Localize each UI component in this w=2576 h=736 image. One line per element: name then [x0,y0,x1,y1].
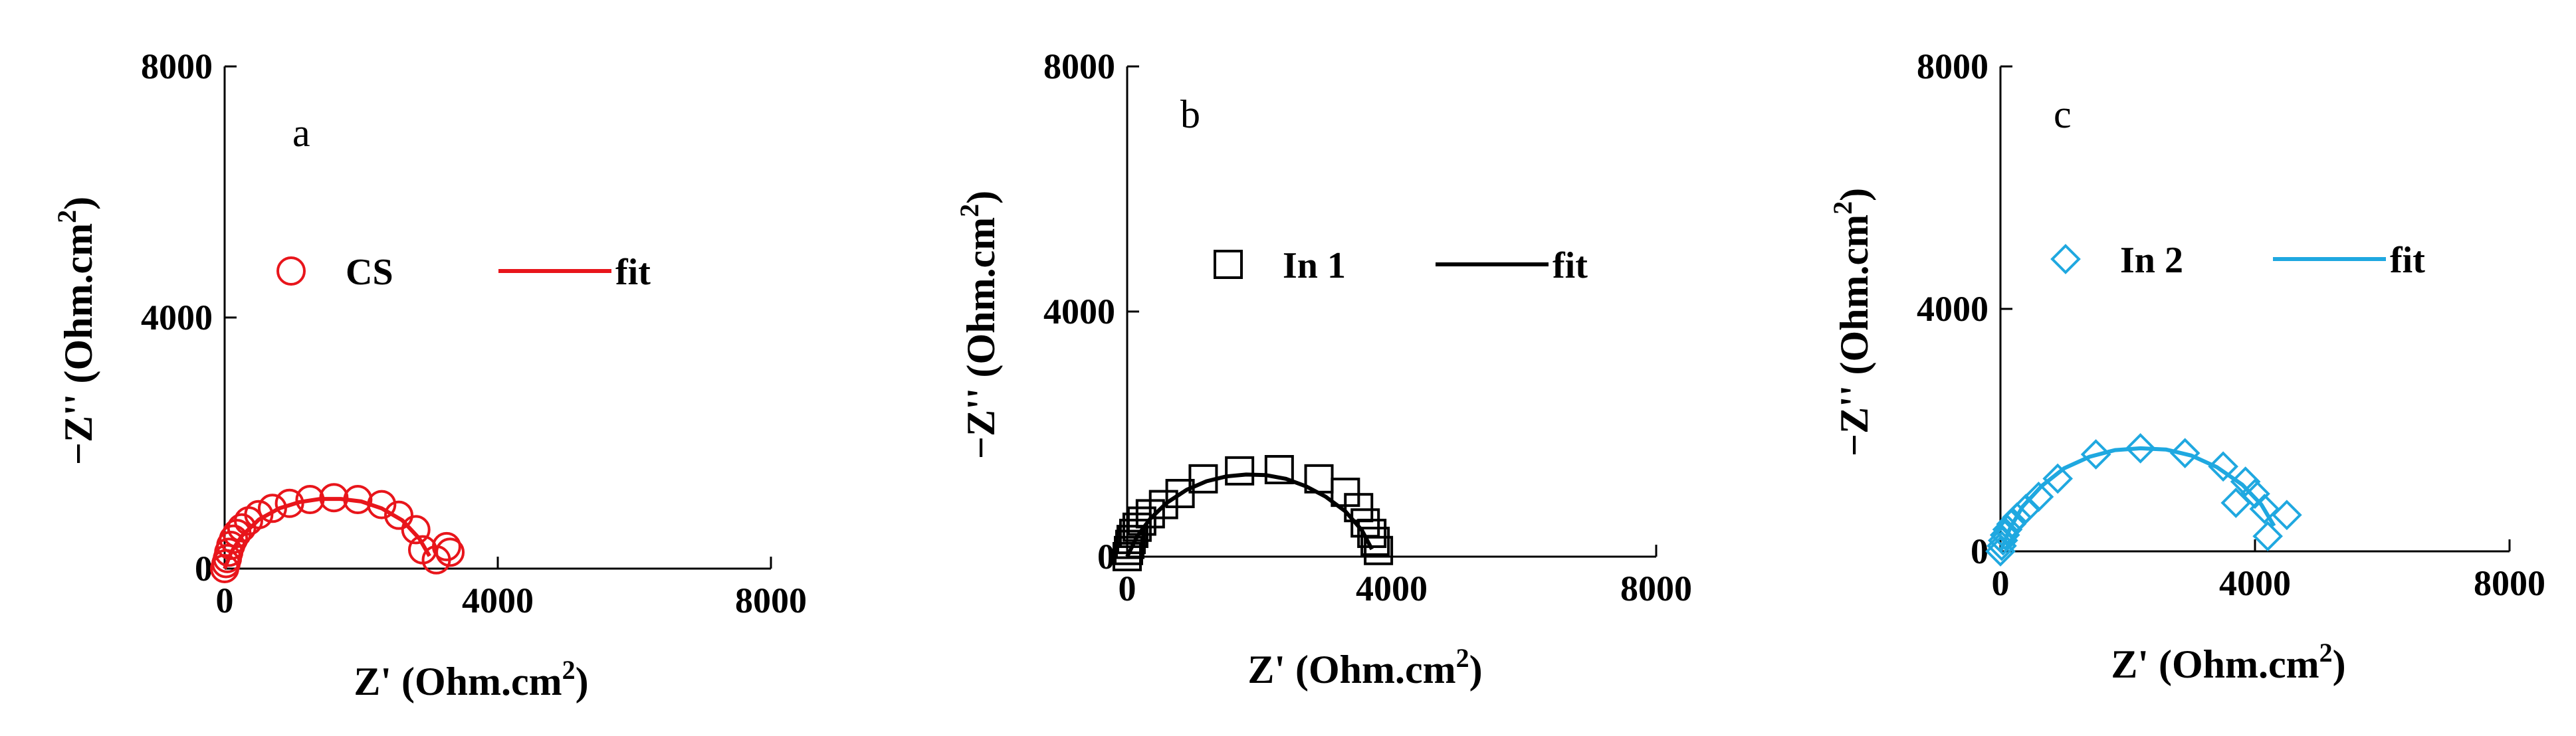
panel-label: b [1180,92,1200,136]
panel-a: 0 4000 8000 0 4000 8000 Z' (Ohm.cm2) −Z'' (Ohm.… [52,46,807,703]
data-point [2252,521,2283,552]
y-axis-label: −Z'' (Ohm.cm2) [954,191,1003,459]
legend-label: fit [1553,245,1588,286]
panel-b: 0 4000 8000 0 4000 8000 Z' (Ohm.cm2) −Z'' (Ohm.… [954,46,1692,691]
x-tick-label: 8000 [735,581,807,620]
x-axis-label: Z' (Ohm.cm2) [1247,643,1482,691]
fit-line [1125,472,1374,558]
y-tick-label: 8000 [141,46,213,86]
data-point [2042,463,2074,494]
legend-label: In 2 [2120,240,2183,281]
legend-label: In 1 [1283,245,1346,286]
data-point [435,537,465,567]
data-point [2080,439,2111,470]
x-tick-label: 4000 [462,581,534,620]
data-point [2002,502,2032,533]
data-point [1264,455,1294,485]
y-axis-label: −Z'' (Ohm.cm2) [1828,188,1876,456]
data-point [431,531,461,561]
data-point [2249,494,2280,524]
y-tick-label: 4000 [1917,289,1988,329]
x-tick-label: 4000 [2219,563,2291,603]
data-point [1364,535,1394,565]
data-point [2230,466,2261,497]
y-axis-label: −Z'' (Ohm.cm2) [52,197,100,465]
data-point [2220,488,2252,518]
x-tick-label: 0 [1119,569,1136,608]
x-tick-label: 8000 [2474,563,2545,603]
data-point [2208,451,2238,482]
y-tick-label: 4000 [141,298,213,337]
data-point [2272,500,2302,531]
fit-line [223,497,431,570]
x-tick-label: 0 [216,581,234,620]
x-axis-label: Z' (Ohm.cm2) [2111,638,2345,686]
legend-label: CS [346,252,393,293]
panel-label: a [292,111,310,155]
x-tick-label: 8000 [1620,569,1692,608]
x-tick-label: 0 [1992,563,2010,603]
data-point [1225,456,1255,486]
data-point [401,515,431,545]
legend-marker [276,256,306,286]
data-point [1996,509,2027,539]
data-point [1165,478,1195,508]
legend-label: fit [615,252,651,293]
fit-line [1998,446,2276,553]
y-tick-label: 8000 [1917,46,1988,86]
data-point [244,500,274,529]
data-point [1127,506,1156,536]
data-point [1148,490,1178,519]
y-tick-label: 0 [1097,537,1115,577]
y-tick-label: 8000 [1043,46,1115,86]
x-axis-label: Z' (Ohm.cm2) [354,655,588,703]
x-tick-label: 4000 [1356,569,1428,608]
legend-marker [1214,250,1243,279]
y-tick-label: 0 [195,549,213,589]
data-point [2023,482,2054,512]
data-point [1360,526,1390,556]
y-tick-label: 4000 [1043,292,1115,331]
legend-label: fit [2390,240,2425,281]
legend-marker [2050,244,2081,274]
data-point [2169,438,2200,469]
data-point [2125,433,2156,464]
panel-label: c [2054,92,2072,136]
data-point [384,500,414,530]
